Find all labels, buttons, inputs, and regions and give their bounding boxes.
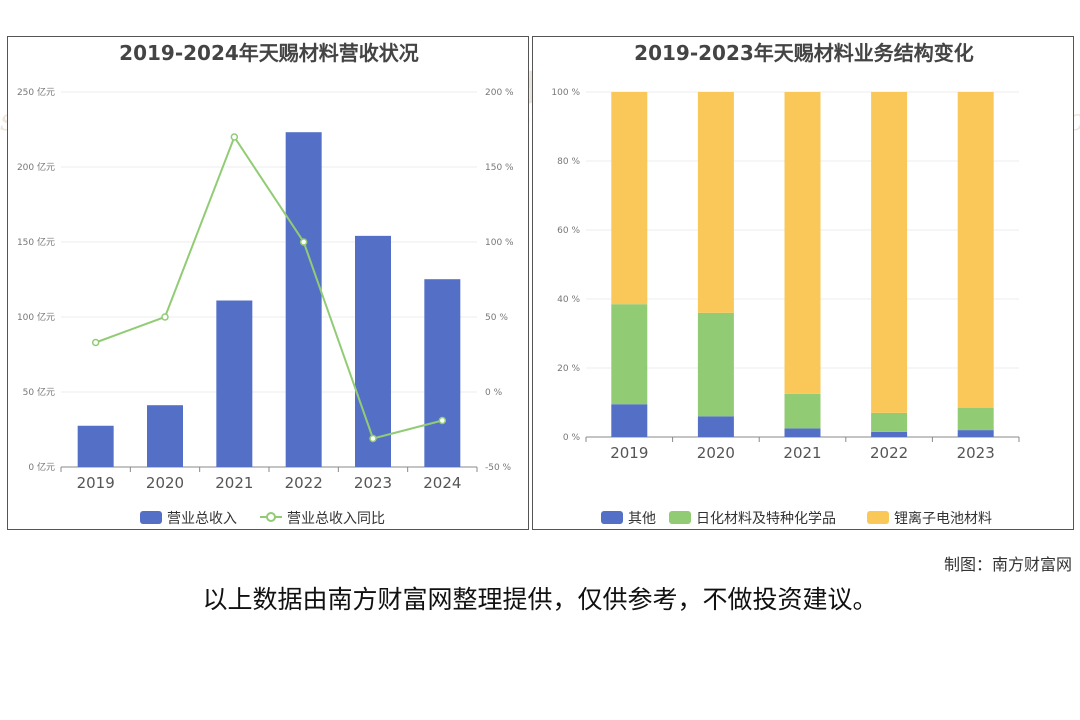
legend-label-chemicals[interactable]: 日化材料及特种化学品 bbox=[696, 511, 836, 527]
revenue-bar bbox=[147, 405, 183, 467]
structure-chart: 2019-2023年天赐材料业务结构变化 0 % 20 % 40 % 60 % 80 %… bbox=[551, 41, 1020, 527]
structure-chart-panel: 2019-2023年天赐材料业务结构变化 0 % 20 % 40 % 60 % 80 %… bbox=[532, 36, 1074, 530]
y-tick-label: 0 % bbox=[563, 433, 581, 443]
stacked-bar-segment bbox=[697, 312, 734, 417]
revenue-bar bbox=[355, 235, 391, 467]
x-tick-label: 2024 bbox=[423, 474, 461, 492]
axis-ticks: 0 亿元 -50 % 50 亿元 0 % 100 亿元 50 % 150 亿元 100 % 20… bbox=[17, 86, 514, 492]
yoy-point bbox=[230, 133, 239, 141]
stacked-bar-segment bbox=[697, 416, 734, 437]
y-right-tick-label: 200 % bbox=[485, 88, 514, 98]
x-tick-label: 2022 bbox=[285, 474, 323, 492]
legend-swatch-revenue[interactable] bbox=[140, 511, 162, 524]
y-tick-label: 80 % bbox=[557, 157, 580, 167]
stacked-bar-segment bbox=[957, 430, 994, 437]
legend-label-yoy[interactable]: 营业总收入同比 bbox=[287, 511, 385, 527]
y-right-tick-label: 50 % bbox=[485, 313, 508, 323]
x-tick-label: 2020 bbox=[697, 444, 735, 462]
revenue-bar bbox=[424, 279, 461, 467]
legend-marker-yoy[interactable] bbox=[266, 512, 276, 522]
yoy-line bbox=[95, 134, 443, 440]
stacked-bar-segment bbox=[784, 92, 821, 394]
stacked-bar-segment bbox=[957, 407, 994, 431]
yoy-point bbox=[438, 416, 447, 425]
y-tick-label: 20 % bbox=[557, 364, 580, 374]
revenue-bar bbox=[285, 132, 322, 467]
x-tick-label: 2023 bbox=[957, 444, 995, 462]
y-right-tick-label: 150 % bbox=[485, 163, 514, 173]
x-tick-label: 2019 bbox=[77, 474, 115, 492]
stacked-bar-segment bbox=[871, 412, 908, 432]
revenue-bar bbox=[216, 300, 253, 467]
chart-title: 2019-2023年天赐材料业务结构变化 bbox=[634, 41, 974, 65]
y-right-tick-label: 100 % bbox=[485, 238, 514, 248]
x-tick-label: 2022 bbox=[870, 444, 908, 462]
y-left-tick-label: 250 亿元 bbox=[17, 86, 55, 98]
legend-swatch-other[interactable] bbox=[601, 511, 623, 524]
x-tick-label: 2020 bbox=[146, 474, 184, 492]
legend[interactable]: 营业总收入 营业总收入同比 bbox=[140, 511, 385, 527]
legend[interactable]: 其他 日化材料及特种化学品 锂离子电池材料 bbox=[601, 510, 992, 527]
yoy-point bbox=[369, 434, 377, 443]
stacked-bar-segment bbox=[611, 304, 648, 405]
y-right-tick-label: 0 % bbox=[485, 388, 503, 398]
yoy-point bbox=[299, 238, 308, 246]
stacked-bar-series bbox=[611, 92, 994, 437]
stacked-bar-segment bbox=[871, 92, 908, 413]
y-left-tick-label: 50 亿元 bbox=[23, 386, 55, 398]
x-tick-label: 2021 bbox=[215, 474, 253, 492]
disclaimer-text: 以上数据由南方财富网整理提供，仅供参考，不做投资建议。 bbox=[202, 585, 878, 614]
y-left-tick-label: 200 亿元 bbox=[17, 161, 55, 173]
yoy-point bbox=[161, 313, 169, 321]
stacked-bar-segment bbox=[784, 393, 821, 429]
y-right-tick-label: -50 % bbox=[485, 463, 512, 473]
stacked-bar-segment bbox=[611, 92, 648, 305]
chart-title: 2019-2024年天赐材料营收状况 bbox=[119, 41, 419, 65]
legend-swatch-battery[interactable] bbox=[867, 511, 889, 524]
stacked-bar-segment bbox=[871, 431, 908, 437]
legend-label-other[interactable]: 其他 bbox=[628, 511, 656, 527]
axis-ticks: 0 % 20 % 40 % 60 % 80 % 100 % 2019 2020 2021 2022… bbox=[551, 88, 1020, 462]
y-left-tick-label: 0 亿元 bbox=[28, 461, 55, 473]
legend-label-battery[interactable]: 锂离子电池材料 bbox=[894, 510, 992, 527]
stacked-bar-segment bbox=[611, 404, 648, 437]
line-series bbox=[91, 133, 447, 443]
legend-swatch-chemicals[interactable] bbox=[669, 511, 691, 524]
stacked-bar-segment bbox=[697, 92, 734, 313]
y-left-tick-label: 150 亿元 bbox=[17, 236, 55, 248]
legend-label-revenue[interactable]: 营业总收入 bbox=[167, 511, 237, 527]
y-tick-label: 40 % bbox=[557, 295, 580, 305]
y-left-tick-label: 100 亿元 bbox=[17, 311, 55, 323]
stacked-bar-segment bbox=[784, 428, 821, 437]
revenue-bar bbox=[77, 425, 114, 467]
yoy-point bbox=[91, 338, 100, 347]
revenue-chart-panel: 2019-2024年天赐材料营收状况 0 亿元 -50 % 50 亿元 0 % 100 … bbox=[7, 36, 529, 530]
stacked-bar-segment bbox=[957, 92, 994, 408]
revenue-chart: 2019-2024年天赐材料营收状况 0 亿元 -50 % 50 亿元 0 % 100 … bbox=[17, 41, 514, 527]
chart-credit: 制图：南方财富网 bbox=[943, 555, 1072, 574]
grid bbox=[61, 91, 477, 468]
y-tick-label: 60 % bbox=[557, 226, 580, 236]
x-tick-label: 2023 bbox=[354, 474, 392, 492]
x-tick-label: 2019 bbox=[610, 444, 648, 462]
y-tick-label: 100 % bbox=[551, 88, 580, 98]
x-tick-label: 2021 bbox=[783, 444, 821, 462]
bar-series bbox=[77, 132, 461, 467]
